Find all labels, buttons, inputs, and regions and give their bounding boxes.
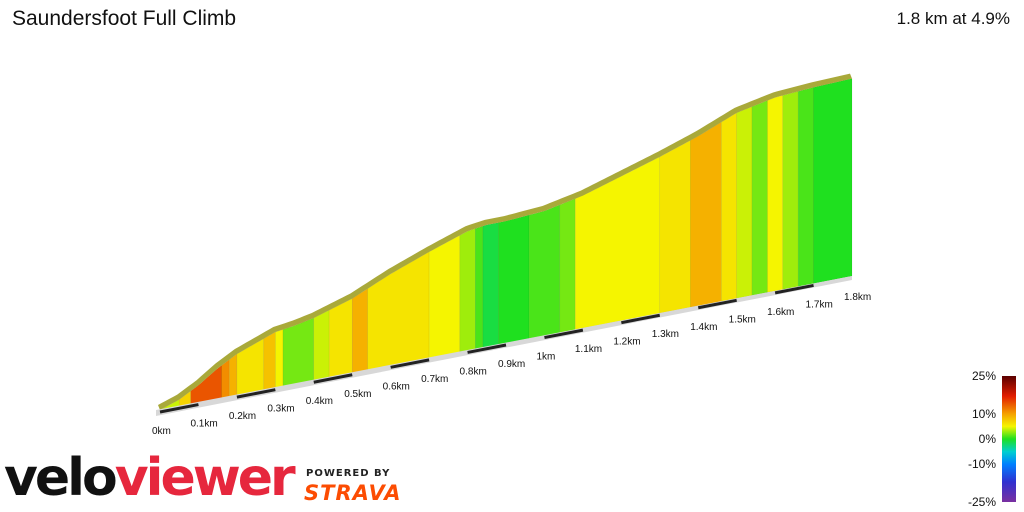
gradient-segment xyxy=(528,204,561,339)
climb-summary: 1.8 km at 4.9% xyxy=(896,9,1010,28)
gradient-segment xyxy=(367,251,430,371)
distance-tick-label: 0.2km xyxy=(229,411,256,422)
gradient-scale-label: 25% xyxy=(972,369,996,383)
distance-tick-label: 0.5km xyxy=(344,389,371,400)
climb-title: Saundersfoot Full Climb xyxy=(12,7,237,30)
distance-tick-label: 1.5km xyxy=(729,314,756,325)
distance-tick-label: 0.1km xyxy=(190,419,217,430)
distance-tick-label: 1.3km xyxy=(652,329,679,340)
strava-logo: STRAVA xyxy=(304,481,402,505)
distance-tick-label: 1.7km xyxy=(806,299,833,310)
gradient-segment xyxy=(459,228,476,353)
distance-tick-label: 0km xyxy=(152,426,171,437)
distance-axis-dash xyxy=(236,388,276,399)
gradient-scale-bar xyxy=(1002,376,1016,502)
distance-tick-label: 1.2km xyxy=(613,337,640,348)
gradient-segment xyxy=(721,112,737,302)
gradient-segment xyxy=(428,234,461,359)
distance-axis-dash xyxy=(544,328,584,340)
gradient-segment xyxy=(221,359,230,399)
gradient-segment xyxy=(690,121,722,308)
gradient-segment xyxy=(263,331,276,391)
gradient-segment xyxy=(282,317,315,387)
gradient-segment xyxy=(659,139,691,314)
gradient-segment xyxy=(782,91,799,290)
gradient-color-scale: 25% 10% 0% -10% -25% xyxy=(968,369,1016,509)
gradient-segment xyxy=(313,309,330,381)
distance-tick-label: 0.7km xyxy=(421,374,448,385)
distance-tick-label: 1.1km xyxy=(575,344,602,355)
veloviewer-logo: veloviewer xyxy=(4,448,296,508)
gradient-scale-label: -25% xyxy=(968,495,996,509)
gradient-segment xyxy=(559,198,576,333)
distance-tick-label: 0.8km xyxy=(460,366,487,377)
powered-by-text: POWERED BY xyxy=(306,468,391,479)
distance-axis-dash xyxy=(697,298,737,310)
gradient-segment xyxy=(751,100,768,296)
gradient-segment xyxy=(767,95,784,293)
distance-tick-label: 0.6km xyxy=(383,381,410,392)
gradient-segment xyxy=(328,298,353,378)
distance-axis-dash xyxy=(774,283,814,295)
gradient-segment xyxy=(351,288,368,374)
distance-axis-dash xyxy=(621,313,661,325)
distance-tick-label: 1.8km xyxy=(844,292,871,303)
gradient-segment xyxy=(498,214,530,345)
distance-tick-label: 1km xyxy=(536,352,555,363)
distance-tick-label: 0.9km xyxy=(498,359,525,370)
distance-tick-label: 0.4km xyxy=(306,396,333,407)
gradient-segment xyxy=(574,156,661,330)
distance-axis-dash xyxy=(390,358,430,369)
distance-axis-dash xyxy=(313,373,353,384)
gradient-scale-label: -10% xyxy=(968,457,996,471)
distance-axis-dash xyxy=(159,403,199,414)
distance-tick-label: 1.4km xyxy=(690,322,717,333)
gradient-segment xyxy=(813,78,853,284)
distance-tick-label: 1.6km xyxy=(767,307,794,318)
gradient-segment xyxy=(736,106,753,299)
gradient-segments xyxy=(159,78,853,411)
gradient-segment xyxy=(228,353,238,397)
distance-tick-labels: 0km 0.1km 0.2km 0.3km 0.4km 0.5km 0.6km 0.7km 0.… xyxy=(152,292,871,437)
gradient-segment xyxy=(275,329,284,388)
gradient-scale-label: 0% xyxy=(979,432,997,446)
distance-tick-label: 0.3km xyxy=(267,404,294,415)
gradient-scale-label: 10% xyxy=(972,407,996,421)
distance-axis xyxy=(156,276,852,416)
gradient-segment xyxy=(474,225,484,350)
gradient-segment xyxy=(482,222,499,348)
distance-axis-dash xyxy=(467,343,507,354)
gradient-segment xyxy=(797,87,814,287)
